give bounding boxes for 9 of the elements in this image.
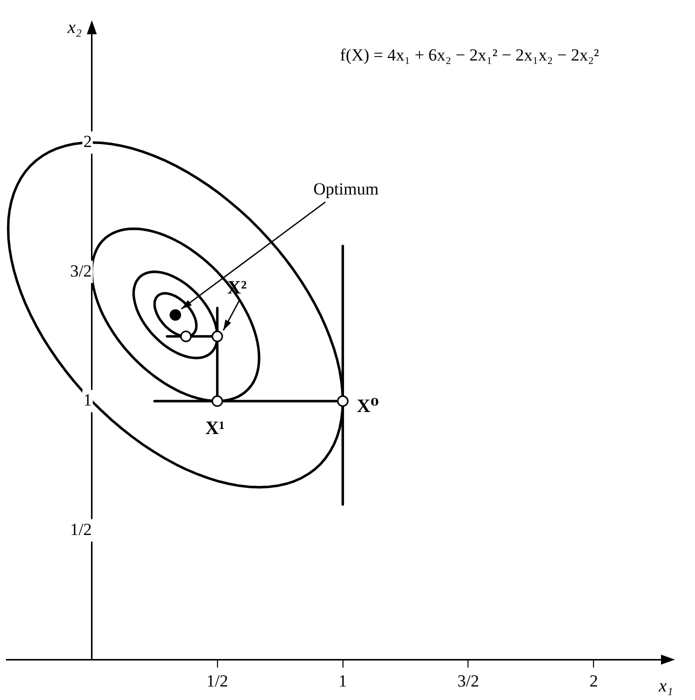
text: f(X) = 4x₁ + 6x₂ − 2x₁² − 2x₁x₂ − 2x₂²: [340, 46, 599, 65]
y-axis-title: x₂: [66, 16, 82, 37]
x-tick-label: 2: [589, 671, 598, 690]
y-tick-label: 1/2: [70, 520, 92, 539]
x-axis-title: x₁: [658, 675, 673, 696]
x-tick-label: 1/2: [206, 671, 228, 690]
x-tick-label: 1: [338, 671, 348, 690]
x-tick-label: 3/2: [457, 671, 480, 690]
annotation: X⁰: [356, 396, 379, 417]
